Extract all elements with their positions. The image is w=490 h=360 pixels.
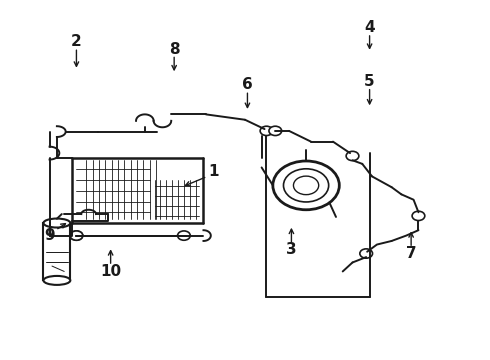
Ellipse shape — [44, 219, 71, 228]
Text: 1: 1 — [208, 163, 219, 179]
Text: 2: 2 — [71, 35, 82, 49]
Ellipse shape — [44, 276, 71, 285]
Bar — [44, 223, 71, 280]
Text: 3: 3 — [286, 242, 297, 257]
Text: 5: 5 — [364, 74, 375, 89]
Circle shape — [260, 126, 273, 135]
Text: 9: 9 — [44, 228, 55, 243]
Text: 8: 8 — [169, 42, 179, 57]
Circle shape — [70, 231, 83, 240]
Circle shape — [70, 231, 83, 240]
Circle shape — [177, 231, 190, 240]
Circle shape — [269, 126, 282, 135]
Circle shape — [360, 249, 372, 258]
Text: 7: 7 — [406, 246, 416, 261]
Circle shape — [346, 151, 359, 161]
Circle shape — [412, 211, 425, 221]
Text: 10: 10 — [100, 264, 121, 279]
Circle shape — [273, 161, 339, 210]
Text: 4: 4 — [364, 20, 375, 35]
Text: 6: 6 — [242, 77, 253, 93]
